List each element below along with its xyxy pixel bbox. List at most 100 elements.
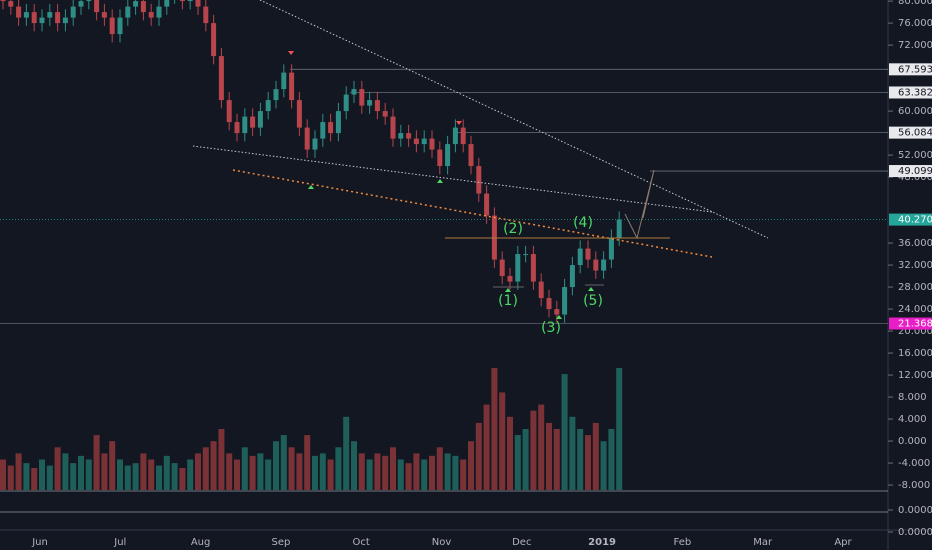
candle-body <box>273 89 279 101</box>
volume-bar <box>561 374 568 490</box>
volume-bar <box>241 447 248 490</box>
x-tick-label: Oct <box>353 537 370 548</box>
y-tick-label: 48.000 <box>898 172 932 183</box>
candle-body <box>70 6 76 18</box>
candle-body <box>499 259 505 277</box>
volume-bar <box>592 422 599 490</box>
candle-body <box>257 111 263 128</box>
volume-bar <box>335 447 342 490</box>
candle-body <box>484 193 490 216</box>
volume-bar <box>569 416 576 490</box>
candle-body <box>47 12 53 18</box>
candle-body <box>382 111 388 117</box>
y-tick-label: 4.000 <box>898 414 927 425</box>
candle-body <box>569 265 575 288</box>
candle-body <box>507 276 513 282</box>
volume-bar <box>117 459 123 490</box>
volume-bar <box>124 465 131 490</box>
candle-body <box>304 127 310 150</box>
volume-bar <box>171 463 178 490</box>
candle-body <box>179 0 185 2</box>
x-tick-label: Mar <box>753 537 773 548</box>
volume-bar <box>23 463 30 490</box>
level-label: 49.099 <box>898 166 932 177</box>
volume-bar <box>507 416 513 490</box>
volume-bar <box>319 453 326 490</box>
volume-bar <box>257 453 264 490</box>
candle-body <box>211 23 217 57</box>
volume-bar <box>522 429 529 490</box>
volume-bar <box>202 447 209 490</box>
level-label: 21.368 <box>898 319 932 330</box>
volume-bar <box>93 435 100 490</box>
volume-bar <box>304 435 311 490</box>
marker-down <box>456 121 462 125</box>
marker-up <box>308 185 314 189</box>
candle-body <box>577 248 583 266</box>
candle-body <box>156 6 162 18</box>
candle-body <box>437 149 443 167</box>
volume-bar <box>491 368 498 490</box>
volume-bar <box>351 441 357 490</box>
candle-body <box>218 56 224 101</box>
candle-body <box>468 144 474 167</box>
wave-label: (3) <box>541 320 561 336</box>
volume-bar <box>288 447 295 490</box>
volume-bar <box>78 455 84 490</box>
candle-body <box>281 72 287 90</box>
volume-bar <box>234 459 240 490</box>
candle-body <box>312 138 318 150</box>
volume-bar <box>101 453 108 490</box>
candle-body <box>460 127 466 145</box>
volume-bar <box>46 465 53 490</box>
volume-bar <box>187 459 194 490</box>
volume-bar <box>546 422 552 490</box>
candle-body <box>359 89 365 106</box>
volume-bar <box>475 422 482 490</box>
volume-bar <box>163 455 170 490</box>
y-tick-label: -4.000 <box>898 458 930 469</box>
level-label: 67.593 <box>898 64 932 75</box>
volume-bar <box>15 453 22 490</box>
candle-body <box>250 116 256 128</box>
volume-bar <box>140 453 147 490</box>
volume-bar <box>374 453 381 490</box>
level-label-box <box>889 126 932 139</box>
marker-up <box>556 315 562 319</box>
level-label-box <box>889 86 932 99</box>
candle-body <box>125 6 131 18</box>
volume-bar <box>148 459 155 490</box>
candles <box>0 0 622 323</box>
level-label: 56.084 <box>898 128 932 139</box>
candle-body <box>109 17 115 35</box>
y-tick-label: 36.000 <box>898 238 932 249</box>
candle-body <box>616 219 622 238</box>
volume-bar <box>429 455 435 490</box>
volume-bar <box>616 368 623 490</box>
candle-body <box>367 100 373 106</box>
candle-body <box>335 111 341 134</box>
marker-up <box>437 179 443 183</box>
markers <box>288 51 594 319</box>
candle-body <box>538 281 544 299</box>
volume-bar <box>179 468 186 490</box>
projection-path <box>624 169 655 240</box>
candle-body <box>242 116 248 134</box>
candle-body <box>16 6 22 18</box>
candle-body <box>39 17 45 24</box>
candle-body <box>78 1 84 7</box>
x-tick-label: Nov <box>432 537 452 548</box>
level-label: 63.382 <box>898 87 932 98</box>
candle-body <box>530 254 536 282</box>
candle-body <box>515 254 521 282</box>
volume-bar <box>366 459 373 490</box>
candle-body <box>86 0 92 2</box>
candle-body <box>296 100 302 128</box>
pane-tick-label: 0.0000 <box>898 527 932 538</box>
volume-bars <box>0 368 623 490</box>
volume-bar <box>226 453 233 490</box>
y-tick-label: -8.000 <box>898 480 930 491</box>
trend-lines <box>192 0 769 288</box>
